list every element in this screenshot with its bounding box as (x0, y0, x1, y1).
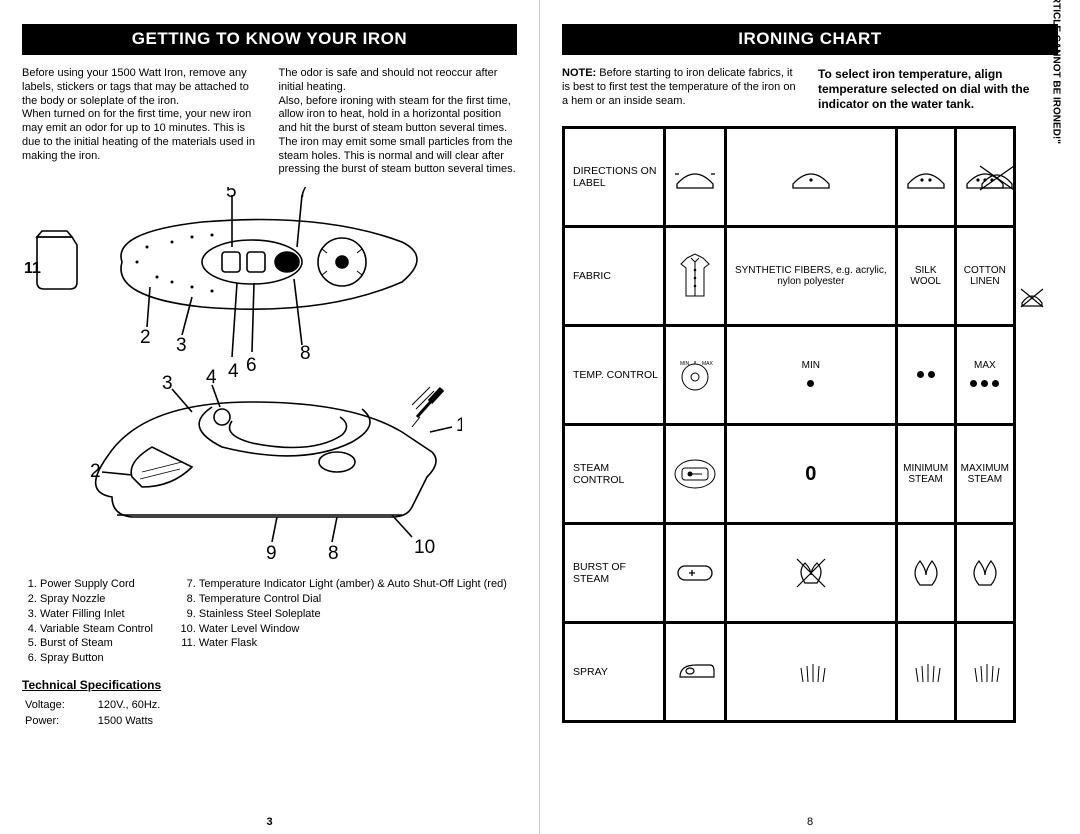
steam-slider-icon (665, 425, 726, 524)
row-fabric: FABRIC (564, 227, 665, 326)
tech-cell: Voltage: (24, 698, 95, 712)
sidenote-quote: "THIS ARTICLE CANNOT BE IRONED!" (1050, 0, 1061, 144)
iron-diagram-svg: 5 7 2 3 6 4 8 (22, 187, 462, 567)
num-8b: 8 (328, 543, 339, 564)
num-3a: 3 (176, 335, 187, 356)
note-text: NOTE: Before starting to iron delicate f… (562, 67, 802, 112)
spray-icon-3 (955, 623, 1014, 722)
tech-cell: Power: (24, 714, 95, 728)
cell-cotton: COTTON LINEN (955, 227, 1014, 326)
cell-mid-dots (896, 326, 955, 425)
parts-list-2: Temperature Indicator Light (amber) & Au… (181, 577, 507, 666)
cell-synthetic: SYNTHETIC FIBERS, e.g. acrylic, nylon po… (726, 227, 897, 326)
intro-col-1: Before using your 1500 Watt Iron, remove… (22, 67, 261, 177)
cell-max: MAX (955, 326, 1014, 425)
cell-steam-min: MINIMUM STEAM (896, 425, 955, 524)
parts-item: Variable Steam Control (40, 622, 153, 637)
iron-diagrams: 5 7 2 3 6 4 8 (22, 187, 517, 567)
dial-icon: MIN MAX (665, 326, 726, 425)
care-icon-col1 (665, 128, 726, 227)
care-icon-col3 (896, 128, 955, 227)
tech-cell: 1500 Watts (97, 714, 191, 728)
num-3b: 3 (162, 373, 173, 394)
num-2a: 2 (140, 327, 151, 348)
parts-item: Stainless Steel Soleplate (199, 607, 507, 622)
spray-icon-2 (896, 623, 955, 722)
parts-item: Power Supply Cord (40, 577, 153, 592)
row-spray: SPRAY (564, 623, 665, 722)
num-10: 10 (414, 537, 435, 558)
parts-item: Temperature Indicator Light (amber) & Au… (199, 577, 507, 592)
tech-spec-table: Voltage:120V., 60Hz.Power:1500 Watts (22, 696, 192, 730)
cell-steam-max: MAXIMUM STEAM (955, 425, 1014, 524)
num-4a: 4 (228, 361, 239, 382)
parts-item: Spray Button (40, 651, 153, 666)
tech-spec-heading: Technical Specifications (22, 678, 517, 692)
care-icon-col2 (726, 128, 897, 227)
note-prefix: NOTE: (562, 67, 596, 79)
select-instruction: To select iron temperature, align temper… (818, 67, 1058, 112)
row-temp: TEMP. CONTROL (564, 326, 665, 425)
page-left: GETTING TO KNOW YOUR IRON Before using y… (0, 0, 540, 834)
svg-text:MIN: MIN (680, 361, 690, 367)
do-not-iron-sidenote: Please note that on the label means "THI… (1016, 126, 1058, 723)
tech-cell: 120V., 60Hz. (97, 698, 191, 712)
parts-item: Water Filling Inlet (40, 607, 153, 622)
cell-steam-zero: 0 (726, 425, 897, 524)
no-iron-icon (1018, 286, 1046, 315)
num-1: 1 (456, 415, 462, 436)
spray-icon-1 (726, 623, 897, 722)
page-number-right: 8 (807, 816, 813, 828)
shirt-icon (665, 227, 726, 326)
ironing-chart: DIRECTIONS ON LABEL (562, 126, 1016, 723)
parts-item: Water Level Window (199, 622, 507, 637)
right-title: IRONING CHART (562, 24, 1058, 55)
num-8a: 8 (300, 343, 311, 364)
burst-no-icon (726, 524, 897, 623)
row-steam: STEAM CONTROL (564, 425, 665, 524)
num-9: 9 (266, 543, 277, 564)
parts-item: Burst of Steam (40, 636, 153, 651)
intro-columns: Before using your 1500 Watt Iron, remove… (22, 67, 517, 177)
num-5: 5 (226, 187, 237, 202)
left-title: GETTING TO KNOW YOUR IRON (22, 24, 517, 55)
flask-label-11: 11 (24, 260, 41, 278)
row-burst: BURST OF STEAM (564, 524, 665, 623)
page-number-left: 3 (266, 816, 272, 828)
burst-cloud-2 (955, 524, 1014, 623)
intro-col-2: The odor is safe and should not reoccur … (279, 67, 518, 177)
num-7: 7 (298, 187, 309, 202)
cell-silk: SILK WOOL (896, 227, 955, 326)
parts-item: Temperature Control Dial (199, 592, 507, 607)
burst-button-icon (665, 524, 726, 623)
note-body: Before starting to iron delicate fabrics… (562, 67, 796, 107)
parts-list-1: Power Supply CordSpray NozzleWater Filli… (22, 577, 153, 666)
row-directions: DIRECTIONS ON LABEL (564, 128, 665, 227)
parts-item: Spray Nozzle (40, 592, 153, 607)
no-iron-corner-icon (976, 162, 1018, 199)
num-6: 6 (246, 355, 257, 376)
burst-cloud-1 (896, 524, 955, 623)
svg-text:MAX: MAX (702, 361, 714, 367)
spray-button-icon (665, 623, 726, 722)
num-2b: 2 (90, 461, 101, 482)
page-right: IRONING CHART NOTE: Before starting to i… (540, 0, 1080, 834)
num-4b: 4 (206, 367, 217, 388)
parts-list: Power Supply CordSpray NozzleWater Filli… (22, 577, 517, 666)
parts-item: Water Flask (199, 636, 507, 651)
cell-min: MIN (726, 326, 897, 425)
